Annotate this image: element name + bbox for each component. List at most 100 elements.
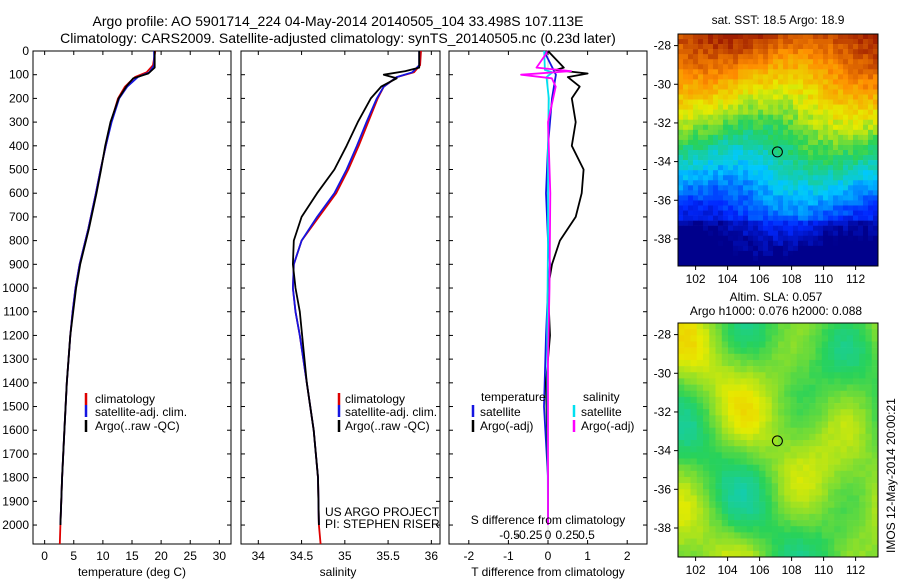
sst-cell [868, 134, 874, 141]
sst-cell [718, 39, 724, 45]
sla-cell [728, 335, 735, 342]
sst-cell [813, 230, 819, 237]
sst-cell [703, 205, 709, 211]
sla-cell [678, 427, 685, 435]
sst-cell [808, 114, 814, 121]
sst-cell [838, 180, 844, 186]
sla-cell [828, 433, 835, 441]
sla-cell [815, 489, 823, 496]
sst-cell [758, 190, 764, 196]
sla-cell [834, 520, 841, 527]
sst-cell [678, 69, 684, 75]
sst-cell [818, 230, 824, 237]
legend-climatology-label: climatology [345, 392, 405, 406]
sst-cell [788, 155, 794, 161]
sst-cell [793, 49, 799, 55]
sla-cell [696, 538, 704, 545]
sst-cell [848, 119, 854, 126]
sla-cell [853, 329, 860, 336]
sla-cell [715, 415, 723, 422]
sst-cell [708, 160, 714, 166]
sla-cell [790, 421, 798, 428]
sst-cell [753, 129, 759, 136]
sla-cell [709, 513, 716, 521]
sst-cell [778, 150, 784, 156]
sst-cell [833, 260, 839, 266]
sst-cell [688, 235, 694, 242]
sla-cell [815, 544, 823, 552]
sst-cell [798, 99, 804, 105]
sla-cell [690, 359, 698, 367]
sla-cell [871, 347, 878, 355]
sst-cell [793, 240, 799, 247]
sla-cell [778, 470, 785, 478]
sst-cell [698, 104, 704, 110]
sst-cell [693, 210, 699, 216]
sla-cell [834, 507, 841, 515]
sla-cell [840, 335, 848, 342]
legend-climatology-label: climatology [95, 392, 155, 406]
sst-cell [733, 34, 739, 40]
sla-cell [728, 390, 735, 398]
sst-cell [833, 160, 839, 166]
sla-cell [853, 452, 860, 459]
sla-cell [790, 458, 798, 465]
sst-cell [783, 205, 789, 211]
sst-cell [853, 245, 859, 252]
sla-cell [778, 526, 785, 533]
sla-cell [828, 396, 835, 404]
sst-cell [783, 129, 789, 136]
sst-cell [688, 74, 694, 80]
sla-cell [721, 421, 729, 428]
sla-cell [840, 396, 848, 404]
sla-cell [803, 452, 810, 459]
sst-cell [753, 195, 759, 201]
sla-cell [871, 520, 878, 527]
sst-cell [818, 39, 824, 45]
sst-cell [693, 180, 699, 186]
sst-cell [848, 94, 854, 100]
sla-cell [859, 470, 866, 478]
sst-cell [713, 255, 719, 262]
sla-cell [684, 353, 691, 361]
sla-cell [846, 427, 854, 435]
sst-cell [678, 160, 684, 166]
sst-cell [713, 165, 719, 171]
sla-cell [846, 341, 854, 348]
sst-cell [798, 124, 804, 131]
sla-cell [759, 440, 766, 447]
sst-cell [783, 215, 789, 221]
sst-cell [778, 59, 784, 65]
sst-cell [848, 235, 854, 242]
sla-cell [803, 507, 810, 515]
sst-cell [818, 215, 824, 221]
sla-cell [871, 495, 878, 502]
sst-cell [688, 139, 694, 146]
sla-cell [759, 421, 766, 428]
sla-cell [690, 323, 698, 330]
sla-cell [840, 526, 848, 533]
sst-cell [683, 119, 689, 126]
sst-cell [758, 59, 764, 65]
sla-cell [703, 366, 710, 373]
sst-cell [858, 114, 864, 121]
sst-cell [778, 84, 784, 90]
series-argo-raw-qc-line [291, 51, 421, 526]
sst-cell [773, 225, 779, 231]
sst-cell [778, 79, 784, 85]
sst-cell [753, 144, 759, 151]
sst-cell [813, 69, 819, 75]
sst-cell [868, 114, 874, 121]
sla-cell [790, 526, 798, 533]
sst-cell [773, 220, 779, 226]
sla-cell [853, 353, 860, 361]
sst-cell [828, 220, 834, 226]
sla-cell [796, 507, 804, 515]
sla-cell [734, 353, 741, 361]
sst-cell [683, 74, 689, 80]
sla-cell [759, 353, 766, 361]
sst-cell [848, 245, 854, 252]
sst-cell [678, 54, 684, 60]
sla-cell [734, 520, 741, 527]
sla-cell [684, 427, 691, 435]
